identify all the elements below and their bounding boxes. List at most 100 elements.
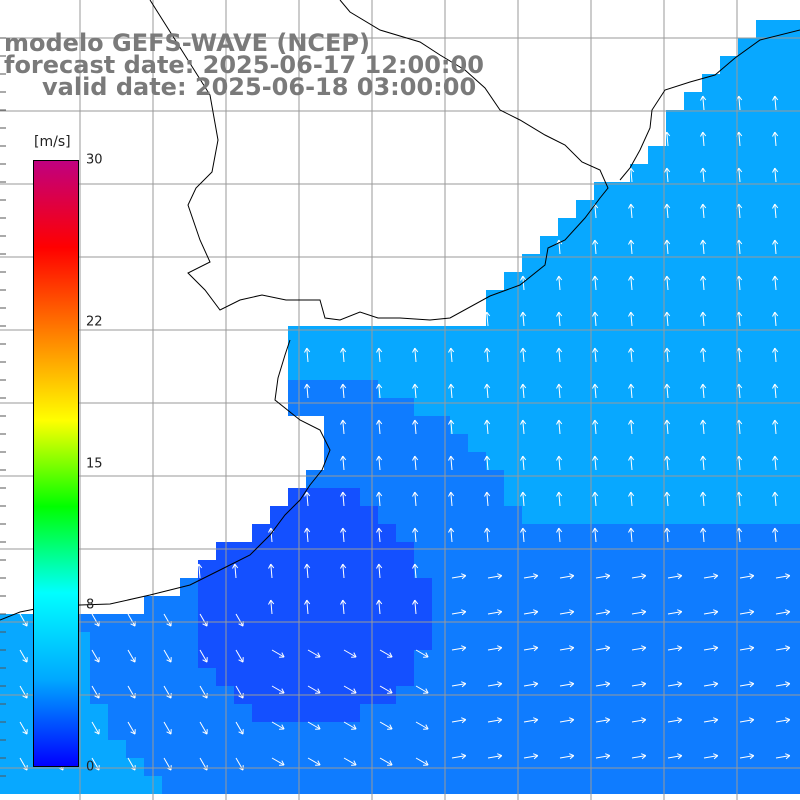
- wind-arrow: [376, 347, 383, 363]
- wind-speed-cell: [324, 344, 342, 362]
- wind-arrow: [340, 455, 347, 471]
- wind-speed-cell: [234, 740, 252, 758]
- wind-speed-cell: [324, 596, 342, 614]
- wind-speed-cell: [540, 398, 558, 416]
- wind-speed-cell: [720, 524, 738, 542]
- wind-speed-cell: [738, 452, 756, 470]
- wind-arrow: [523, 681, 539, 688]
- wind-speed-cell: [396, 398, 414, 416]
- wind-speed-cell: [468, 560, 486, 578]
- wind-speed-cell: [558, 416, 576, 434]
- wind-arrow: [376, 311, 383, 327]
- wind-speed-cell: [648, 182, 666, 200]
- wind-arrow: [487, 645, 503, 652]
- wind-arrow: [700, 419, 707, 435]
- wind-speed-cell: [594, 578, 612, 596]
- wind-speed-cell: [54, 776, 72, 794]
- wind-speed-cell: [576, 470, 594, 488]
- wind-speed-cell: [774, 146, 792, 164]
- wind-speed-cell: [414, 344, 432, 362]
- wind-speed-cell: [792, 398, 800, 416]
- wind-speed-cell: [288, 704, 306, 722]
- wind-speed-cell: [162, 740, 180, 758]
- wind-speed-cell: [648, 668, 666, 686]
- wind-speed-cell: [270, 722, 288, 740]
- wind-arrow: [703, 573, 719, 580]
- wind-speed-cell: [666, 740, 684, 758]
- wind-speed-cell: [792, 488, 800, 506]
- wind-speed-cell: [756, 776, 774, 794]
- wind-speed-cell: [774, 362, 792, 380]
- wind-speed-cell: [450, 362, 468, 380]
- colorbar-tick-label: 22: [86, 314, 103, 330]
- wind-speed-cell: [648, 650, 666, 668]
- wind-arrow: [412, 455, 419, 471]
- wind-speed-cell: [18, 632, 36, 650]
- wind-arrow: [343, 721, 357, 730]
- wind-speed-cell: [756, 236, 774, 254]
- wind-arrow: [376, 419, 383, 435]
- wind-speed-cell: [756, 578, 774, 596]
- wind-speed-cell: [540, 434, 558, 452]
- wind-speed-cell: [540, 290, 558, 308]
- wind-arrow: [520, 527, 527, 543]
- wind-speed-cell: [594, 776, 612, 794]
- wind-speed-cell: [432, 542, 450, 560]
- wind-speed-cell: [738, 92, 756, 110]
- wind-speed-cell: [576, 452, 594, 470]
- wind-speed-cell: [648, 326, 666, 344]
- wind-speed-cell: [468, 650, 486, 668]
- wind-speed-cell: [432, 434, 450, 452]
- wind-speed-cell: [36, 776, 54, 794]
- wind-speed-cell: [324, 398, 342, 416]
- wind-speed-cell: [270, 614, 288, 632]
- wind-speed-cell: [558, 398, 576, 416]
- wind-speed-cell: [612, 290, 630, 308]
- wind-speed-cell: [450, 542, 468, 560]
- wind-speed-cell: [792, 524, 800, 542]
- wind-speed-cell: [774, 506, 792, 524]
- wind-speed-cell: [702, 722, 720, 740]
- wind-arrow: [268, 563, 275, 579]
- wind-speed-cell: [108, 722, 126, 740]
- wind-speed-cell: [414, 650, 432, 668]
- wind-arrow: [415, 649, 429, 658]
- wind-speed-cell: [576, 254, 594, 272]
- wind-speed-cell: [720, 650, 738, 668]
- wind-speed-cell: [126, 704, 144, 722]
- wind-speed-cell: [738, 200, 756, 218]
- wind-speed-cell: [162, 704, 180, 722]
- wind-speed-cell: [738, 362, 756, 380]
- wind-arrow: [376, 383, 383, 399]
- wind-speed-cell: [504, 776, 522, 794]
- wind-speed-cell: [486, 740, 504, 758]
- wind-speed-cell: [792, 362, 800, 380]
- wind-speed-cell: [486, 488, 504, 506]
- wind-speed-cell: [360, 398, 378, 416]
- wind-speed-cell: [720, 200, 738, 218]
- wind-speed-cell: [738, 236, 756, 254]
- wind-speed-cell: [738, 56, 756, 74]
- wind-speed-cell: [342, 722, 360, 740]
- wind-speed-cell: [612, 650, 630, 668]
- wind-arrow: [271, 757, 285, 766]
- wind-speed-cell: [360, 596, 378, 614]
- wind-arrow: [739, 753, 755, 760]
- wind-speed-cell: [720, 740, 738, 758]
- wind-speed-cell: [252, 668, 270, 686]
- wind-speed-cell: [612, 524, 630, 542]
- wind-speed-cell: [486, 416, 504, 434]
- wind-speed-cell: [396, 416, 414, 434]
- wind-speed-cell: [486, 434, 504, 452]
- wind-speed-cell: [774, 344, 792, 362]
- wind-speed-cell: [252, 578, 270, 596]
- wind-speed-cell: [288, 776, 306, 794]
- wind-speed-cell: [792, 218, 800, 236]
- wind-speed-cell: [270, 542, 288, 560]
- wind-arrow: [487, 753, 503, 760]
- wind-speed-cell: [720, 236, 738, 254]
- wind-arrow: [376, 527, 383, 543]
- wind-speed-cell: [432, 704, 450, 722]
- wind-speed-cell: [702, 668, 720, 686]
